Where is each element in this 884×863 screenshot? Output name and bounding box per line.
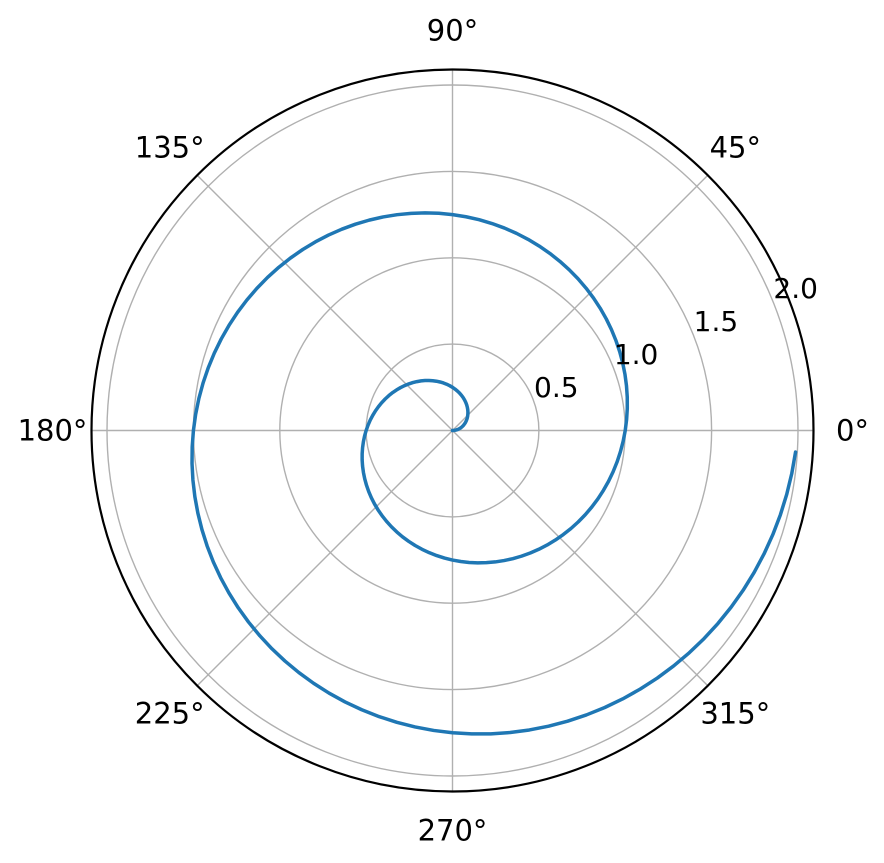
spine-layer <box>90 68 815 793</box>
angle-tick-label: 225° <box>135 696 205 730</box>
angle-tick-label: 45° <box>710 131 761 165</box>
radius-tick-label: 1.0 <box>614 338 659 371</box>
angular-gridline <box>452 174 709 431</box>
spiral-line <box>190 211 798 736</box>
radius-tick-label: 0.5 <box>534 371 579 404</box>
outer-boundary <box>90 68 815 793</box>
angle-tick-label: 90° <box>427 14 478 48</box>
angle-tick-label: 0° <box>836 414 869 448</box>
radius-tick-label: 2.0 <box>773 272 818 305</box>
label-layer: 0° 45° 90° 135° 180° 225° 270° 315° 0.5 1.0 1.5 2.0 <box>18 14 869 848</box>
grid-layer <box>91 69 814 792</box>
angular-gridline <box>196 430 453 687</box>
angle-tick-label: 270° <box>418 814 488 848</box>
series-layer <box>190 211 798 736</box>
angular-gridline <box>196 174 453 431</box>
radius-tick-label: 1.5 <box>694 305 739 338</box>
angle-tick-label: 315° <box>700 696 770 730</box>
angular-gridline <box>452 430 709 687</box>
angle-tick-label: 180° <box>18 414 88 448</box>
angle-tick-label: 135° <box>135 131 205 165</box>
